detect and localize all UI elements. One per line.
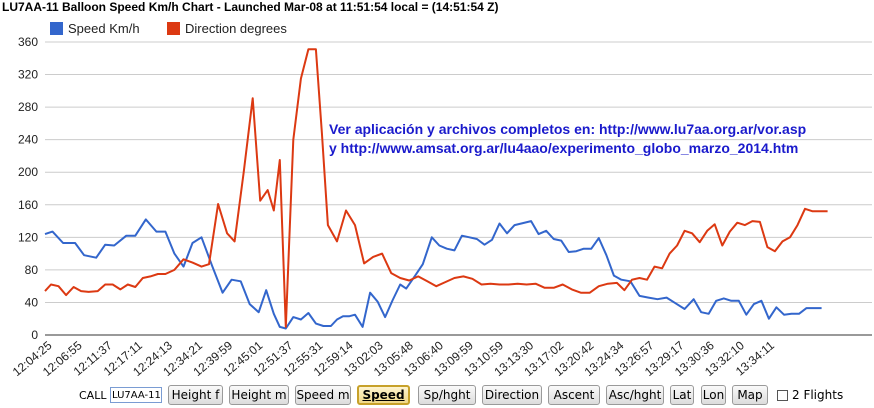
call-input[interactable] bbox=[110, 387, 162, 403]
legend-label-speed: Speed Km/h bbox=[68, 20, 140, 36]
y-tick-label: 360 bbox=[18, 35, 38, 49]
call-label: CALL bbox=[79, 389, 107, 402]
y-tick-label: 200 bbox=[18, 165, 38, 179]
legend-swatch-direction bbox=[167, 21, 180, 35]
lon-button[interactable]: Lon bbox=[701, 385, 726, 405]
y-tick-label: 40 bbox=[25, 295, 39, 309]
legend-swatch-speed bbox=[50, 21, 63, 35]
legend-item-speed[interactable]: Speed Km/h bbox=[50, 20, 140, 36]
height-ft-button[interactable]: Height f bbox=[168, 385, 223, 405]
legend-item-direction[interactable]: Direction degrees bbox=[167, 20, 287, 36]
y-tick-label: 320 bbox=[18, 68, 38, 82]
height-m-button[interactable]: Height m bbox=[229, 385, 289, 405]
y-tick-label: 120 bbox=[18, 230, 38, 244]
annotation-line-2: y http://www.amsat.org.ar/lu4aao/experim… bbox=[329, 140, 799, 156]
grid-lines bbox=[45, 41, 872, 336]
speed-per-height-button[interactable]: Sp/hght bbox=[418, 385, 476, 405]
lat-button[interactable]: Lat bbox=[670, 385, 694, 405]
two-flights-label: 2 Flights bbox=[792, 388, 844, 402]
x-axis-ticks: 12:04:2512:06:5512:11:3712:17:1112:24:13… bbox=[10, 338, 777, 379]
chart-title: LU7AA-11 Balloon Speed Km/h Chart - Laun… bbox=[2, 0, 499, 14]
annotation-line-1: Ver aplicación y archivos completos en: … bbox=[329, 121, 807, 137]
y-tick-label: 160 bbox=[18, 198, 38, 212]
series-line-direction[interactable] bbox=[44, 48, 828, 328]
series-line-speed[interactable] bbox=[44, 218, 822, 330]
speed-button[interactable]: Speed bbox=[357, 385, 410, 405]
y-tick-label: 240 bbox=[18, 133, 38, 147]
y-tick-label: 0 bbox=[31, 328, 38, 342]
chart-controls: CALL Height f Height m Speed m Speed Sp/… bbox=[0, 383, 874, 407]
direction-button[interactable]: Direction bbox=[482, 385, 542, 405]
speed-mph-button[interactable]: Speed m bbox=[295, 385, 351, 405]
y-axis-ticks: 0 40 80 120 160 200 240 280 320 360 bbox=[18, 35, 38, 342]
series-lines bbox=[44, 48, 828, 330]
map-button[interactable]: Map bbox=[732, 385, 768, 405]
legend-label-direction: Direction degrees bbox=[185, 20, 287, 36]
y-tick-label: 80 bbox=[25, 263, 39, 277]
ascent-button[interactable]: Ascent bbox=[548, 385, 600, 405]
y-tick-label: 280 bbox=[18, 100, 38, 114]
speed-direction-chart: 0 40 80 120 160 200 240 280 320 360 12:04:2512:06… bbox=[10, 35, 872, 379]
ascent-per-height-button[interactable]: Asc/hght bbox=[606, 385, 664, 405]
two-flights-checkbox[interactable] bbox=[777, 390, 788, 401]
